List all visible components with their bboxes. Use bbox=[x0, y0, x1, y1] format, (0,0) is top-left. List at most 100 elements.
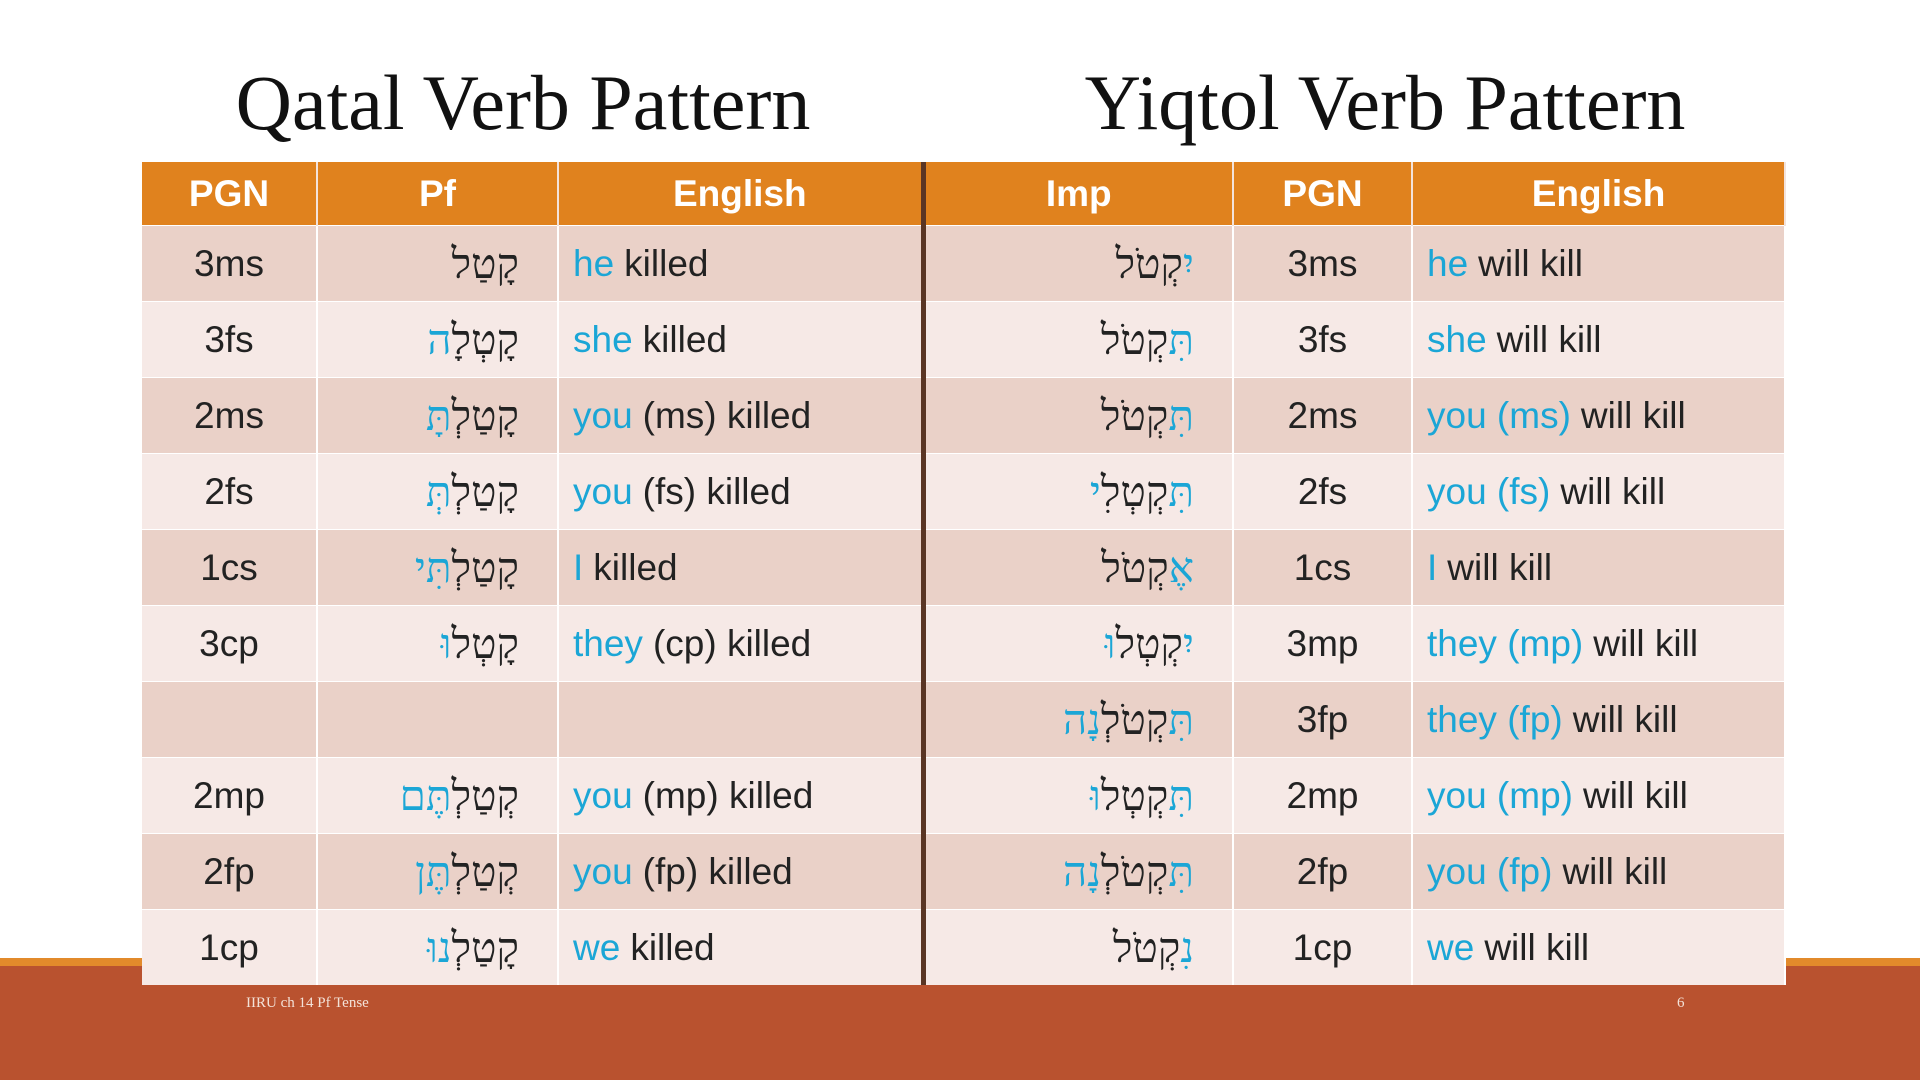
text-segment: will kill bbox=[1593, 622, 1699, 664]
pgn-text: 3fp bbox=[1296, 698, 1349, 740]
hebrew-cell: אֶקְטֹל bbox=[923, 529, 1234, 606]
hebrew-cell: תִּקְטֹלְנָה bbox=[923, 681, 1234, 758]
text-segment: נוּ bbox=[427, 922, 452, 972]
text-segment: תִּ bbox=[1168, 314, 1194, 364]
header-cell: Pf bbox=[317, 162, 559, 226]
text-segment: קָטַל bbox=[451, 238, 520, 288]
text-segment: killed bbox=[593, 546, 678, 588]
hebrew-cell: נִקְטֹל bbox=[923, 909, 1234, 985]
hebrew-word: קָטְלוּ bbox=[441, 619, 519, 668]
pgn-cell: 3fs bbox=[1233, 301, 1413, 378]
hebrew-cell: תִּקְטֹלְנָה bbox=[923, 833, 1234, 910]
hebrew-word: קָטַלְתָּ bbox=[426, 391, 519, 440]
pgn-cell: 3ms bbox=[142, 225, 318, 302]
hebrew-word: תִּקְטֹלְנָה bbox=[1063, 847, 1194, 896]
table-row: 3fs קָטְלָה she killed תִּקְטֹל 3fs she will ki… bbox=[142, 301, 1786, 378]
text-segment: you bbox=[573, 470, 633, 512]
hebrew-word: קָטַלְתִּי bbox=[415, 543, 519, 592]
text-segment: will kill bbox=[1447, 546, 1553, 588]
hebrew-word: אֶקְטֹל bbox=[1101, 543, 1194, 592]
hebrew-cell: קָטַלְתְּ bbox=[317, 453, 559, 530]
text-segment: קְטֹלְ bbox=[1100, 694, 1169, 744]
text-segment: קְטֹל bbox=[1100, 314, 1169, 364]
english-cell: you (fs) killed bbox=[558, 453, 926, 530]
pgn-text: 2ms bbox=[194, 394, 264, 436]
text-segment: we bbox=[573, 926, 621, 968]
text-segment: will kill bbox=[1484, 926, 1590, 968]
text-segment: תִּ bbox=[1168, 846, 1194, 896]
text-segment: קָטַלְ bbox=[451, 390, 520, 440]
text-segment: יִ bbox=[1182, 618, 1194, 668]
pgn-cell bbox=[142, 681, 318, 758]
text-segment: תִּ bbox=[1168, 390, 1194, 440]
hebrew-word: תִּקְטֹלְנָה bbox=[1063, 695, 1194, 744]
text-segment: we bbox=[1427, 926, 1475, 968]
hebrew-cell: תִּקְטְלִי bbox=[923, 453, 1234, 530]
text-segment: he bbox=[573, 242, 615, 284]
pgn-cell: 3mp bbox=[1233, 605, 1413, 682]
pgn-text: 1cs bbox=[200, 546, 258, 588]
pgn-text: 3fs bbox=[204, 318, 254, 360]
text-segment: you bbox=[573, 394, 633, 436]
text-segment: I bbox=[1427, 546, 1438, 588]
pgn-cell: 2ms bbox=[142, 377, 318, 454]
text-segment: will kill bbox=[1496, 318, 1602, 360]
english-cell: you (mp) killed bbox=[558, 757, 926, 834]
text-segment: תִּ bbox=[1168, 770, 1194, 820]
text-segment: קָטַלְ bbox=[451, 466, 520, 516]
text-segment: קָטַלְ bbox=[451, 922, 520, 972]
text-segment: אֶ bbox=[1168, 542, 1194, 592]
text-segment: ה bbox=[427, 314, 452, 364]
hebrew-word: קְטַלְתֶּן bbox=[415, 847, 519, 896]
english-cell: you (fp) killed bbox=[558, 833, 926, 910]
text-segment: תֶּן bbox=[415, 846, 452, 896]
text-segment: תִּי bbox=[414, 542, 452, 592]
pgn-cell: 3cp bbox=[142, 605, 318, 682]
text-segment: וּ bbox=[440, 618, 452, 668]
hebrew-word: תִּקְטְלוּ bbox=[1090, 771, 1194, 820]
english-cell: he killed bbox=[558, 225, 926, 302]
pgn-text: 3ms bbox=[194, 242, 264, 284]
english-cell: they (fp) will kill bbox=[1412, 681, 1786, 758]
hebrew-word: קְטַלְתֶּם bbox=[400, 771, 519, 820]
hebrew-cell: תִּקְטְלוּ bbox=[923, 757, 1234, 834]
text-segment: קְטְלִ bbox=[1100, 466, 1169, 516]
pgn-text: 2mp bbox=[193, 774, 265, 816]
english-cell bbox=[558, 681, 926, 758]
footer-band bbox=[0, 966, 1920, 1080]
pgn-cell: 2ms bbox=[1233, 377, 1413, 454]
hebrew-cell: קָטַל bbox=[317, 225, 559, 302]
pgn-text: 2ms bbox=[1287, 394, 1358, 436]
pgn-cell: 1cs bbox=[142, 529, 318, 606]
pgn-cell: 3fp bbox=[1233, 681, 1413, 758]
text-segment: תִּ bbox=[1168, 466, 1194, 516]
text-segment: you (ms) bbox=[1427, 394, 1571, 436]
table-body: 3ms קָטַל he killed יִקְטֹל 3ms he will kill 3fs… bbox=[142, 225, 1786, 985]
pgn-text: 2fs bbox=[204, 470, 254, 512]
text-segment: will kill bbox=[1560, 470, 1666, 512]
hebrew-word: קָטַלְנוּ bbox=[427, 923, 519, 972]
hebrew-cell: תִּקְטֹל bbox=[923, 301, 1234, 378]
text-segment: killed bbox=[642, 318, 727, 360]
text-segment: יִ bbox=[1182, 238, 1194, 288]
pgn-cell: 2mp bbox=[142, 757, 318, 834]
text-segment: י bbox=[1089, 466, 1101, 516]
pgn-text: 1cp bbox=[199, 926, 259, 968]
text-segment: will kill bbox=[1572, 698, 1678, 740]
text-segment: נָה bbox=[1063, 694, 1101, 744]
english-cell: they (mp) will kill bbox=[1412, 605, 1786, 682]
text-segment: he bbox=[1427, 242, 1469, 284]
text-segment: (cp) killed bbox=[652, 622, 812, 664]
title-left: Qatal Verb Pattern bbox=[235, 59, 811, 146]
pgn-cell: 2fp bbox=[1233, 833, 1413, 910]
text-segment: will kill bbox=[1580, 394, 1686, 436]
hebrew-word: יִקְטֹל bbox=[1115, 239, 1194, 288]
text-segment: killed bbox=[624, 242, 709, 284]
hebrew-word: יִקְטְלוּ bbox=[1105, 619, 1194, 668]
text-segment: I bbox=[573, 546, 584, 588]
header-cell: PGN bbox=[1233, 162, 1413, 226]
pgn-text: 2mp bbox=[1286, 774, 1359, 816]
english-cell: you (ms) killed bbox=[558, 377, 926, 454]
table-row: 3cp קָטְלוּ they (cp) killed יִקְטְלוּ 3mp the… bbox=[142, 605, 1786, 682]
text-segment: you bbox=[573, 774, 633, 816]
